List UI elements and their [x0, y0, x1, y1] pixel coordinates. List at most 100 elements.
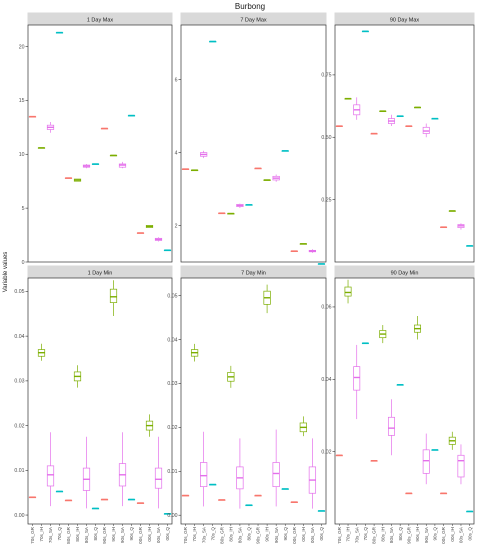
x-tick-label: 90s_SA	[424, 526, 429, 543]
box-00s_GR	[136, 502, 145, 504]
box-90s_Q	[127, 114, 136, 117]
x-tick-label: 90s_IH	[415, 527, 420, 542]
x-tick-label: 80s_GR	[372, 526, 377, 544]
figure-title: Burbong	[235, 2, 265, 11]
box-90s_GR	[254, 494, 262, 497]
box-00s_IH	[448, 210, 456, 212]
x-tick-label: 80s_IH	[228, 527, 233, 542]
x-tick-label: 90s_GR	[102, 526, 107, 544]
box-70s_IH	[190, 343, 199, 362]
box-70s_Q	[361, 342, 369, 345]
panel: 7 Day Min 0.00 0.01 0.02 0.03 0.04 0.05 70s_GR 7…	[167, 265, 327, 544]
box-70s_SA	[353, 97, 361, 120]
box-70s_GR	[181, 168, 190, 170]
x-tick-label: 80s_IH	[380, 527, 385, 542]
y-tick-label: 15	[19, 98, 25, 104]
panel-frame	[27, 277, 173, 525]
box-00s_IH	[145, 414, 154, 437]
y-tick-label: 6	[175, 77, 178, 83]
box-body	[387, 416, 395, 436]
x-tick-label: 90s_GR	[406, 526, 411, 544]
box-80s_Q	[245, 204, 253, 206]
x-tick-label: 90s_IH	[265, 527, 270, 542]
x-tick-label: 70s_GR	[337, 526, 342, 544]
y-tick-label: 0.25	[321, 197, 331, 203]
box-70s_SA	[46, 121, 55, 133]
box-90s_Q	[281, 150, 289, 152]
panel-strip-label: 1 Day Min	[88, 271, 113, 277]
x-tick-label: 00s_GR	[292, 526, 297, 544]
y-axis-label: Variable values	[3, 252, 9, 293]
box-80s_Q	[396, 384, 404, 386]
box-90s_GR	[254, 167, 262, 170]
box-70s_IH	[190, 169, 199, 172]
box-00s_Q	[317, 263, 326, 265]
box-90s_GR	[100, 498, 109, 501]
y-tick-label: 2	[175, 223, 178, 229]
box-70s_IH	[344, 279, 352, 304]
box-80s_GR	[64, 177, 73, 179]
x-tick-label: 70s_GR	[183, 526, 188, 544]
box-90s_Q	[127, 498, 136, 501]
box-80s_IH	[227, 212, 235, 215]
box-00s_SA	[308, 249, 317, 253]
x-tick-label: 00s_IH	[147, 527, 152, 542]
box-70s_SA	[200, 431, 208, 507]
box-80s_Q	[91, 163, 100, 165]
x-tick-label: 00s_GR	[441, 526, 446, 544]
box-90s_GR	[405, 492, 413, 495]
box-80s_GR	[64, 499, 73, 502]
y-tick-label: 0.02	[167, 425, 177, 431]
panel-frame	[180, 24, 327, 263]
box-70s_GR	[28, 115, 37, 118]
box-70s_Q	[209, 483, 217, 486]
box-80s_GR	[370, 459, 378, 462]
y-tick-label: 4	[175, 150, 178, 156]
x-tick-label: 00s_SA	[459, 526, 464, 543]
box-80s_IH	[73, 178, 82, 182]
y-tick-label: 0.04	[14, 334, 24, 340]
x-tick-label: 70s_IH	[192, 527, 197, 542]
panel-frame	[180, 277, 327, 525]
box-00s_Q	[317, 510, 326, 512]
x-tick-label: 70s_Q	[57, 527, 62, 541]
box-body	[46, 465, 55, 487]
box-00s_SA	[154, 436, 163, 509]
box-90s_Q	[281, 488, 289, 490]
panel-strip-label: 1 Day Max	[87, 18, 114, 24]
x-tick-label: 00s_Q	[467, 527, 472, 541]
box-80s_IH	[379, 325, 387, 344]
box-body	[422, 449, 430, 474]
x-tick-label: 00s_Q	[165, 527, 170, 541]
box-90s_SA	[272, 429, 280, 507]
box-70s_IH	[344, 97, 352, 100]
box-90s_GR	[405, 125, 413, 127]
y-tick-label: 10	[19, 152, 25, 158]
x-tick-label: 70s_Q	[363, 527, 368, 541]
panel: 1 Day Min 0.00 0.01 0.02 0.03 0.04 0.05 70s_GR 7…	[14, 265, 173, 544]
x-tick-label: 90s_IH	[111, 527, 116, 542]
box-80s_SA	[82, 163, 91, 169]
x-tick-label: 80s_IH	[75, 527, 80, 542]
box-80s_SA	[387, 399, 395, 456]
box-70s_Q	[55, 490, 64, 493]
box-80s_IH	[73, 365, 82, 388]
y-tick-label: 0.05	[167, 293, 177, 299]
box-90s_IH	[263, 284, 271, 314]
y-tick-label: 0.75	[321, 73, 331, 79]
y-tick-label: 5	[22, 206, 25, 212]
x-tick-label: 80s_Q	[398, 527, 403, 541]
x-tick-label: 00s_SA	[156, 526, 161, 543]
box-body	[109, 288, 118, 303]
x-tick-label: 80s_GR	[219, 526, 224, 544]
x-tick-label: 00s_IH	[450, 527, 455, 542]
box-00s_IH	[299, 416, 307, 437]
y-tick-label: 0.00	[167, 513, 177, 519]
box-90s_Q	[431, 449, 439, 451]
panel-strip-label: 7 Day Max	[240, 18, 267, 24]
box-80s_SA	[236, 203, 244, 209]
panel-strip-label: 90 Day Max	[390, 18, 420, 24]
panel-strip-label: 7 Day Min	[241, 271, 266, 277]
box-90s_SA	[118, 161, 127, 169]
